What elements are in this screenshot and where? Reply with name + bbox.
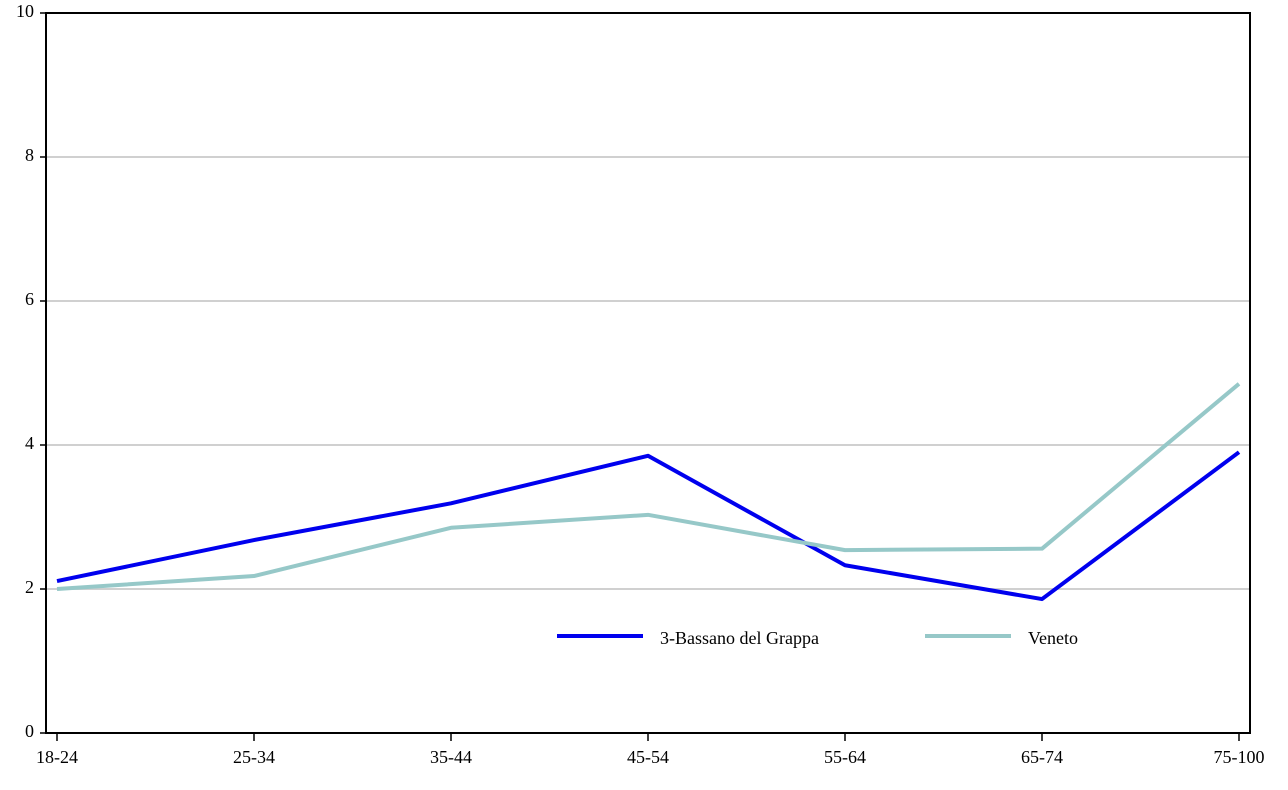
x-tick-label: 45-54 — [627, 747, 669, 767]
x-tick-label: 25-34 — [233, 747, 275, 767]
series-line — [56, 450, 1241, 602]
legend-label: Veneto — [1028, 628, 1078, 648]
legend-label: 3-Bassano del Grappa — [660, 628, 819, 648]
x-tick-label: 75-100 — [1214, 747, 1265, 767]
series-line — [56, 382, 1241, 591]
x-tick-label: 65-74 — [1021, 747, 1063, 767]
x-tick-label: 18-24 — [36, 747, 78, 767]
y-tick-label: 10 — [16, 1, 34, 21]
y-tick-label: 8 — [25, 145, 34, 165]
y-tick-label: 0 — [25, 721, 34, 741]
y-tick-label: 4 — [25, 433, 34, 453]
y-tick-label: 2 — [25, 577, 34, 597]
y-tick-label: 6 — [25, 289, 34, 309]
x-tick-label: 35-44 — [430, 747, 472, 767]
plot-frame — [45, 12, 1251, 734]
x-tick-label: 55-64 — [824, 747, 866, 767]
